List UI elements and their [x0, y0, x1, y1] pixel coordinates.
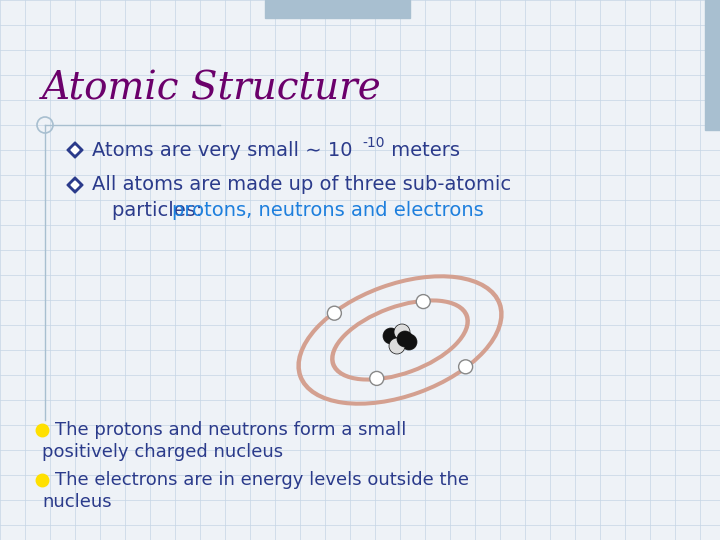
Circle shape [397, 331, 413, 347]
Text: meters: meters [385, 140, 460, 159]
Text: Atomic Structure: Atomic Structure [42, 70, 382, 107]
Polygon shape [67, 177, 83, 193]
Circle shape [459, 360, 472, 374]
Text: protons, neutrons and electrons: protons, neutrons and electrons [172, 200, 484, 219]
Circle shape [394, 324, 410, 340]
Polygon shape [67, 142, 83, 158]
Circle shape [383, 328, 399, 344]
Circle shape [328, 306, 341, 320]
Text: particles:: particles: [112, 200, 209, 219]
Text: The electrons are in energy levels outside the: The electrons are in energy levels outsi… [55, 471, 469, 489]
Text: All atoms are made up of three sub-atomic: All atoms are made up of three sub-atomi… [92, 176, 511, 194]
Text: The protons and neutrons form a small: The protons and neutrons form a small [55, 421, 406, 439]
Polygon shape [71, 146, 79, 154]
Text: Atoms are very small ∼ 10: Atoms are very small ∼ 10 [92, 140, 353, 159]
Bar [265, 0, 410, 18]
Text: nucleus: nucleus [42, 493, 112, 511]
Text: positively charged nucleus: positively charged nucleus [42, 443, 283, 461]
Circle shape [416, 295, 431, 308]
Bar [705, 0, 720, 130]
Circle shape [389, 338, 405, 354]
Text: -10: -10 [362, 136, 384, 150]
Polygon shape [71, 181, 79, 189]
Circle shape [401, 334, 417, 350]
Circle shape [370, 372, 384, 386]
